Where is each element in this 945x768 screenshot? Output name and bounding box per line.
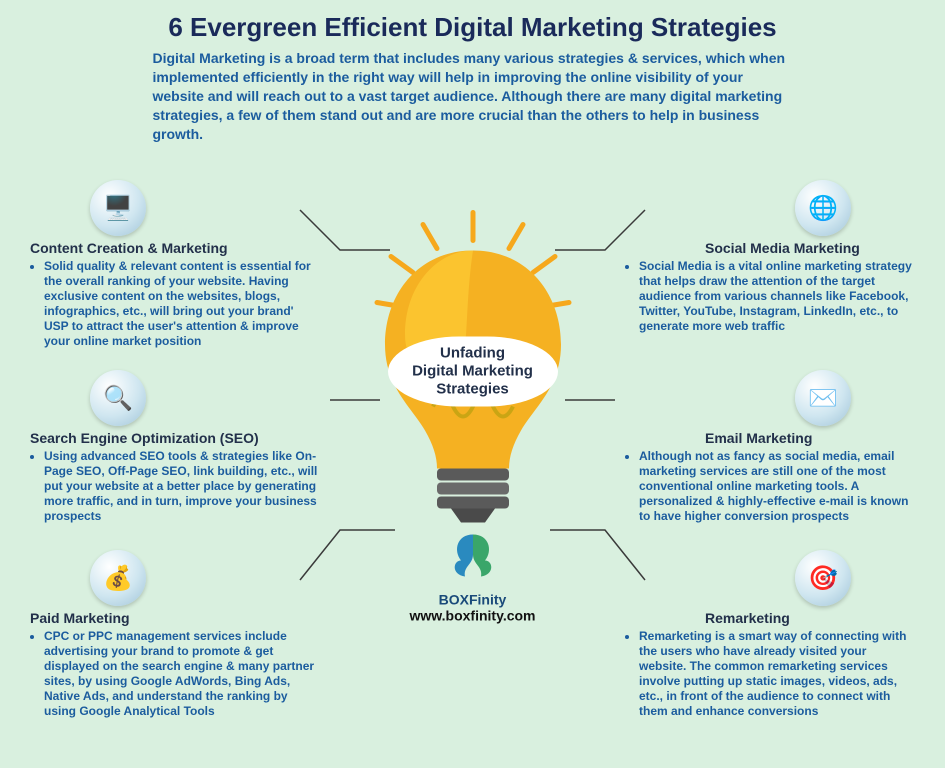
strategy-item-2: 💰 Paid Marketing CPC or PPC management ser… xyxy=(30,550,320,719)
bulb-label-line1: Unfading xyxy=(392,344,554,362)
strategy-title: Paid Marketing xyxy=(30,610,320,626)
bulb-label-line2: Digital Marketing xyxy=(392,362,554,380)
strategy-title: Email Marketing xyxy=(625,430,915,446)
strategy-icon: 🔍 xyxy=(90,370,146,426)
strategy-icon: 🖥️ xyxy=(90,180,146,236)
strategy-item-5: 🎯 Remarketing Remarketing is a smart way o… xyxy=(625,550,915,719)
bulb-label-line3: Strategies xyxy=(392,380,554,398)
page-title: 6 Evergreen Efficient Digital Marketing … xyxy=(0,0,945,43)
brand-name: BOXFinity xyxy=(363,591,583,607)
center-graphic: Unfading Digital Marketing Strategies BO… xyxy=(363,206,583,623)
brand-url: www.boxfinity.com xyxy=(363,607,583,623)
strategy-icon: ✉️ xyxy=(795,370,851,426)
strategy-desc: Social Media is a vital online marketing… xyxy=(625,259,915,334)
strategy-title: Content Creation & Marketing xyxy=(30,240,320,256)
strategy-title: Social Media Marketing xyxy=(625,240,915,256)
strategy-desc: Remarketing is a smart way of connecting… xyxy=(625,629,915,719)
strategy-title: Remarketing xyxy=(625,610,915,626)
strategy-item-4: ✉️ Email Marketing Although not as fancy a… xyxy=(625,370,915,524)
strategy-title: Search Engine Optimization (SEO) xyxy=(30,430,320,446)
strategy-desc: Although not as fancy as social media, e… xyxy=(625,449,915,524)
strategy-item-3: 🌐 Social Media Marketing Social Media is a… xyxy=(625,180,915,334)
strategy-item-0: 🖥️ Content Creation & Marketing Solid qual… xyxy=(30,180,320,349)
strategy-icon: 🎯 xyxy=(795,550,851,606)
strategy-desc: Solid quality & relevant content is esse… xyxy=(30,259,320,349)
bulb-label: Unfading Digital Marketing Strategies xyxy=(388,336,558,406)
brand-logo-icon xyxy=(443,530,503,580)
strategy-item-1: 🔍 Search Engine Optimization (SEO) Using a… xyxy=(30,370,320,524)
strategy-desc: Using advanced SEO tools & strategies li… xyxy=(30,449,320,524)
strategy-icon: 🌐 xyxy=(795,180,851,236)
intro-text: Digital Marketing is a broad term that i… xyxy=(153,49,793,143)
strategy-desc: CPC or PPC management services include a… xyxy=(30,629,320,719)
strategy-icon: 💰 xyxy=(90,550,146,606)
